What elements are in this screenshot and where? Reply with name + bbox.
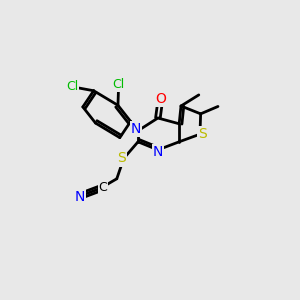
- Text: N: N: [75, 190, 85, 203]
- Text: Cl: Cl: [66, 80, 79, 93]
- Text: N: N: [131, 122, 141, 136]
- Text: O: O: [155, 92, 166, 106]
- Text: Cl: Cl: [112, 78, 125, 91]
- Text: N: N: [153, 145, 163, 159]
- Text: S: S: [118, 152, 126, 165]
- Text: C: C: [99, 181, 107, 194]
- Text: S: S: [198, 127, 207, 141]
